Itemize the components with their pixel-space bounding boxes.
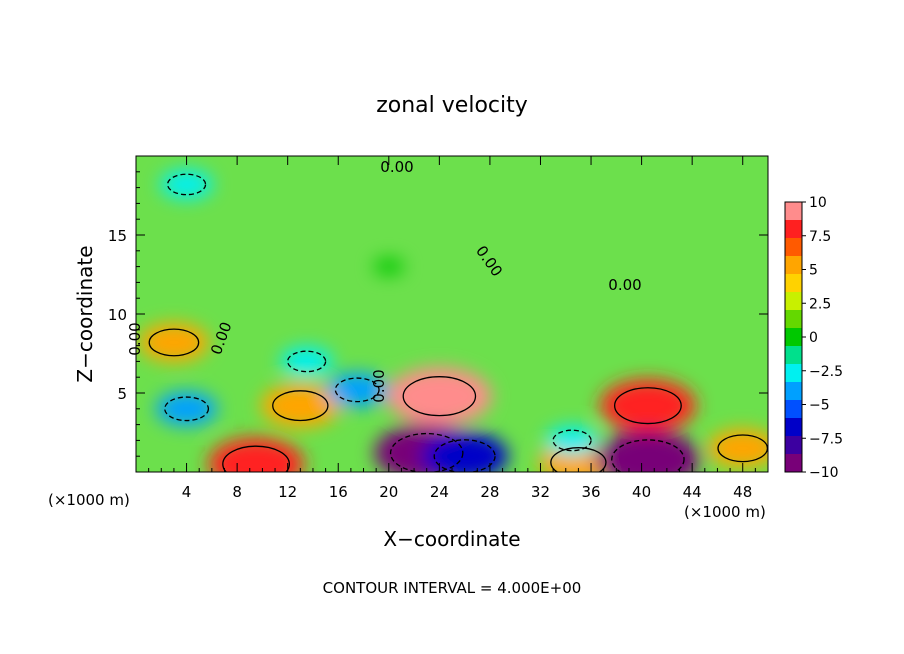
x-axis-label: X−coordinate xyxy=(383,527,520,551)
x-tick-label-0: 4 xyxy=(182,483,192,501)
contour-line-4 xyxy=(148,328,200,357)
colorbar-swatch-13 xyxy=(785,436,802,455)
x-unit-right: (×1000 m) xyxy=(684,503,766,521)
field-blob-9 xyxy=(420,431,509,472)
contour-interval-footer: CONTOUR INTERVAL = 4.000E+00 xyxy=(323,579,582,597)
colorbar-swatch-10 xyxy=(785,382,802,401)
contour-line-3 xyxy=(272,390,329,422)
colorbar-tick-label-5: −2.5 xyxy=(809,364,843,380)
colorbar-swatch-6 xyxy=(785,310,802,329)
contour-line-12 xyxy=(166,173,207,196)
chart-title: zonal velocity xyxy=(376,93,528,118)
field-blob-15 xyxy=(373,258,405,276)
colorbar-tick-label-1: 7.5 xyxy=(809,229,831,245)
colorbar-swatch-8 xyxy=(785,346,802,365)
contour-line-0 xyxy=(402,376,477,417)
colorbar-tick-label-2: 5 xyxy=(809,263,818,279)
colorbar-swatch-14 xyxy=(785,454,802,473)
field-blob-0 xyxy=(386,367,492,426)
contour-label-0: 0.00 xyxy=(380,158,413,176)
field-blob-8 xyxy=(595,430,701,472)
colorbar-tick-label-8: −10 xyxy=(809,465,839,481)
colorbar: 10 7.5 5 2.5 0 −2.5 −5 −7.5 −10 xyxy=(784,195,843,481)
y-tick-label-0: 5 xyxy=(117,385,127,403)
colorbar-tick-label-3: 2.5 xyxy=(809,296,831,312)
colorbar-tick-label-7: −7.5 xyxy=(809,431,843,447)
field-blob-6 xyxy=(707,428,768,468)
colorbar-swatch-12 xyxy=(785,418,802,437)
colorbar-tick-label-6: −5 xyxy=(809,398,830,414)
contour-line-6 xyxy=(717,434,768,463)
colorbar-swatch-3 xyxy=(785,256,802,275)
x-tick-label-5: 24 xyxy=(430,483,449,501)
y-axis-ticks: 5 10 15 xyxy=(108,171,768,457)
colorbar-swatch-9 xyxy=(785,364,802,383)
y-tick-label-1: 10 xyxy=(108,306,127,324)
contour-label-4: 0.00 xyxy=(370,369,388,402)
x-tick-label-11: 48 xyxy=(733,483,752,501)
contour-label-1: 0.00 xyxy=(608,276,641,294)
field-blob-14 xyxy=(545,425,599,456)
x-tick-label-8: 36 xyxy=(581,483,600,501)
contour-line-5 xyxy=(550,447,607,472)
plot-area xyxy=(136,156,768,472)
x-tick-label-6: 28 xyxy=(480,483,499,501)
contour-line-1 xyxy=(222,445,290,472)
contour-line-10 xyxy=(334,377,380,403)
x-tick-label-4: 20 xyxy=(379,483,398,501)
x-tick-label-3: 16 xyxy=(329,483,348,501)
x-tick-label-2: 12 xyxy=(278,483,297,501)
colorbar-swatch-7 xyxy=(785,328,802,347)
field-blob-2 xyxy=(599,378,696,433)
colorbar-swatch-4 xyxy=(785,274,802,293)
x-tick-label-9: 40 xyxy=(632,483,651,501)
x-tick-label-10: 44 xyxy=(683,483,702,501)
colorbar-swatch-2 xyxy=(785,238,802,257)
colorbar-swatch-0 xyxy=(785,202,802,221)
x-tick-label-7: 32 xyxy=(531,483,550,501)
contour-label-3: 0.00 xyxy=(126,322,144,355)
contour-lines xyxy=(148,173,768,472)
contour-line-2 xyxy=(613,387,682,425)
colorbar-swatch-11 xyxy=(785,400,802,419)
colorbar-swatch-1 xyxy=(785,220,802,239)
colorbar-tick-label-0: 10 xyxy=(809,195,827,211)
contour-line-13 xyxy=(287,350,327,373)
contour-line-14 xyxy=(552,429,592,452)
y-axis-label: Z−coordinate xyxy=(73,245,97,382)
contour-line-11 xyxy=(164,396,210,422)
contour-line-9 xyxy=(433,439,496,472)
x-axis-ticks: 4 8 12 16 20 24 28 32 36 40 44 48 xyxy=(148,156,756,501)
field-blob-1 xyxy=(208,437,305,472)
contour-line-7 xyxy=(389,432,464,472)
colorbar-swatch-5 xyxy=(785,292,802,311)
x-unit-left: (×1000 m) xyxy=(48,491,130,509)
colorbar-tick-label-4: 0 xyxy=(809,330,818,346)
field-blob-13 xyxy=(280,346,334,377)
contour-line-8 xyxy=(611,439,685,472)
y-tick-label-2: 15 xyxy=(108,227,127,245)
x-tick-label-1: 8 xyxy=(232,483,242,501)
